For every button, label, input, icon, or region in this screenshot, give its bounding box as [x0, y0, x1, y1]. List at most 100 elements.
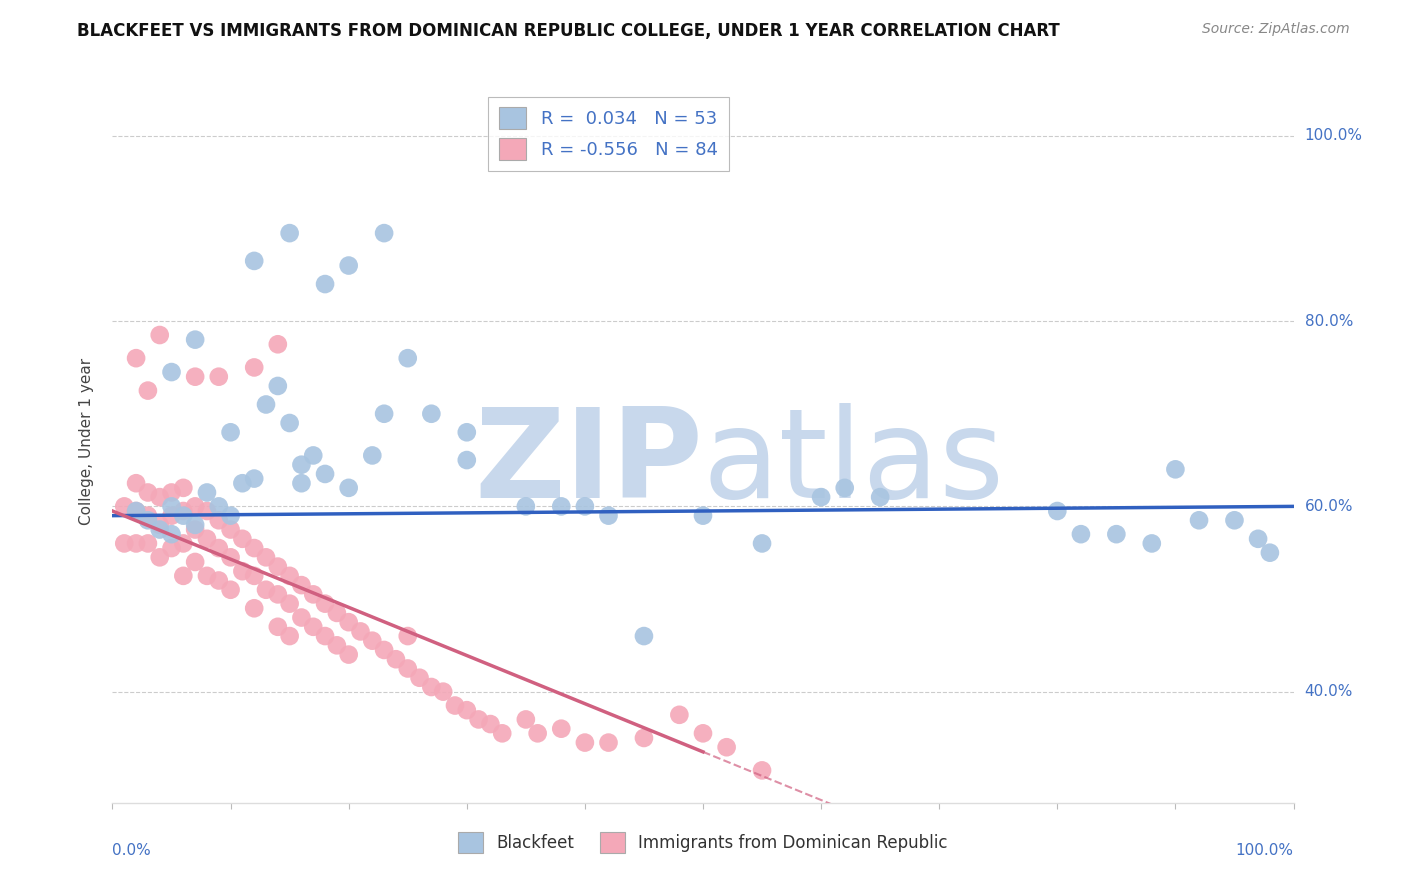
Point: [1258, 546, 1281, 560]
Point: [125, 504, 148, 518]
Point: [278, 226, 301, 240]
Point: [243, 360, 266, 375]
Point: [231, 564, 253, 578]
Point: [184, 369, 207, 384]
Point: [834, 481, 856, 495]
Point: [633, 731, 655, 745]
Point: [1046, 504, 1069, 518]
Point: [243, 541, 266, 555]
Point: [302, 587, 325, 601]
Point: [195, 532, 218, 546]
Point: [278, 416, 301, 430]
Point: [195, 569, 218, 583]
Point: [172, 569, 194, 583]
Point: [195, 504, 218, 518]
Point: [160, 508, 183, 523]
Point: [254, 550, 277, 565]
Text: ZIP: ZIP: [474, 402, 703, 524]
Point: [456, 425, 478, 440]
Point: [125, 351, 148, 366]
Point: [278, 569, 301, 583]
Point: [125, 536, 148, 550]
Text: 0.0%: 0.0%: [112, 843, 152, 857]
Point: [149, 517, 172, 532]
Text: atlas: atlas: [703, 402, 1005, 524]
Point: [337, 648, 360, 662]
Point: [550, 500, 572, 514]
Point: [420, 680, 443, 694]
Point: [361, 449, 384, 463]
Point: [208, 513, 231, 527]
Point: [479, 717, 502, 731]
Point: [598, 736, 620, 750]
Point: [149, 328, 172, 343]
Point: [184, 333, 207, 347]
Text: 100.0%: 100.0%: [1236, 843, 1294, 857]
Point: [219, 523, 242, 537]
Point: [149, 523, 172, 537]
Point: [136, 384, 159, 398]
Point: [515, 500, 537, 514]
Point: [373, 226, 395, 240]
Point: [598, 508, 620, 523]
Point: [219, 582, 242, 597]
Point: [172, 536, 194, 550]
Point: [1188, 513, 1211, 527]
Point: [160, 365, 183, 379]
Point: [136, 508, 159, 523]
Point: [160, 485, 183, 500]
Legend: Blackfeet, Immigrants from Dominican Republic: Blackfeet, Immigrants from Dominican Rep…: [451, 826, 955, 860]
Point: [278, 629, 301, 643]
Point: [290, 610, 312, 624]
Point: [314, 629, 336, 643]
Point: [219, 425, 242, 440]
Point: [314, 467, 336, 481]
Point: [112, 536, 135, 550]
Point: [633, 629, 655, 643]
Point: [125, 504, 148, 518]
Point: [550, 722, 572, 736]
Text: BLACKFEET VS IMMIGRANTS FROM DOMINICAN REPUBLIC COLLEGE, UNDER 1 YEAR CORRELATIO: BLACKFEET VS IMMIGRANTS FROM DOMINICAN R…: [77, 22, 1060, 40]
Point: [361, 633, 384, 648]
Point: [160, 500, 183, 514]
Point: [432, 684, 454, 698]
Point: [208, 369, 231, 384]
Point: [1070, 527, 1092, 541]
Point: [326, 606, 349, 620]
Y-axis label: College, Under 1 year: College, Under 1 year: [79, 358, 94, 525]
Point: [1105, 527, 1128, 541]
Point: [136, 513, 159, 527]
Point: [751, 764, 773, 778]
Text: 100.0%: 100.0%: [1305, 128, 1362, 144]
Text: 80.0%: 80.0%: [1305, 314, 1353, 328]
Point: [290, 578, 312, 592]
Point: [172, 504, 194, 518]
Point: [208, 574, 231, 588]
Point: [526, 726, 548, 740]
Point: [208, 500, 231, 514]
Point: [408, 671, 430, 685]
Point: [1140, 536, 1163, 550]
Point: [337, 615, 360, 630]
Point: [456, 703, 478, 717]
Point: [243, 569, 266, 583]
Point: [172, 481, 194, 495]
Point: [136, 536, 159, 550]
Point: [326, 638, 349, 652]
Point: [208, 541, 231, 555]
Point: [373, 643, 395, 657]
Point: [337, 259, 360, 273]
Point: [267, 559, 290, 574]
Point: [243, 254, 266, 268]
Point: [290, 458, 312, 472]
Point: [810, 490, 832, 504]
Point: [112, 500, 135, 514]
Point: [751, 536, 773, 550]
Point: [290, 476, 312, 491]
Point: [243, 601, 266, 615]
Point: [491, 726, 513, 740]
Point: [136, 485, 159, 500]
Point: [869, 490, 891, 504]
Text: Source: ZipAtlas.com: Source: ZipAtlas.com: [1202, 22, 1350, 37]
Point: [692, 726, 714, 740]
